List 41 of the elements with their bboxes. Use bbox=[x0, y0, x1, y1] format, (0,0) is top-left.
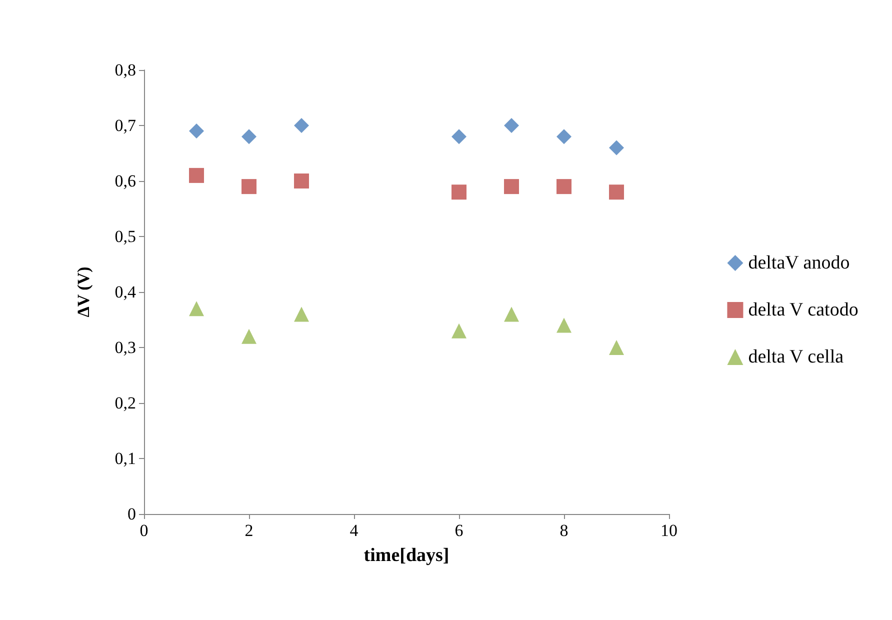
y-tick-label: 0,5 bbox=[114, 227, 136, 246]
y-axis-title: ΔV (V) bbox=[74, 266, 93, 318]
x-tick-label: 0 bbox=[140, 521, 148, 540]
point bbox=[556, 179, 572, 194]
point bbox=[189, 168, 204, 183]
x-axis-title: time[days] bbox=[364, 545, 450, 566]
y-tick-label: 0 bbox=[128, 504, 136, 524]
legend-label: deltaV anodo bbox=[748, 252, 850, 274]
y-tick-label: 0,4 bbox=[114, 282, 136, 302]
y-tick-label: 0,7 bbox=[114, 116, 136, 135]
point bbox=[242, 129, 256, 144]
point bbox=[189, 301, 204, 316]
x-tick-label: 8 bbox=[560, 521, 568, 540]
point bbox=[504, 306, 519, 322]
y-tick-label: 0,8 bbox=[114, 60, 136, 80]
point bbox=[452, 129, 466, 144]
point bbox=[609, 140, 624, 156]
y-tick-label: 0,6 bbox=[114, 172, 136, 190]
point bbox=[452, 184, 466, 200]
x-tick-label: 10 bbox=[660, 521, 678, 540]
y-tick-label: 0,2 bbox=[114, 394, 136, 412]
legend-label: delta V cella bbox=[748, 346, 844, 368]
point bbox=[294, 174, 309, 188]
point bbox=[609, 184, 624, 200]
point bbox=[294, 306, 309, 322]
x-tick-label: 4 bbox=[350, 521, 359, 540]
point bbox=[452, 323, 466, 338]
point bbox=[189, 124, 204, 139]
x-tick-label: 2 bbox=[244, 521, 254, 540]
x-tick-label: 6 bbox=[454, 521, 464, 540]
point bbox=[556, 129, 572, 144]
point bbox=[242, 179, 256, 194]
point bbox=[504, 118, 519, 133]
point bbox=[609, 340, 624, 355]
legend-label: delta V catodo bbox=[748, 300, 858, 320]
point bbox=[242, 328, 256, 344]
point bbox=[504, 179, 519, 194]
y-tick-label: 0,1 bbox=[114, 449, 136, 468]
point bbox=[556, 318, 572, 333]
y-tick-label: 0,3 bbox=[114, 338, 136, 357]
point bbox=[294, 118, 309, 133]
